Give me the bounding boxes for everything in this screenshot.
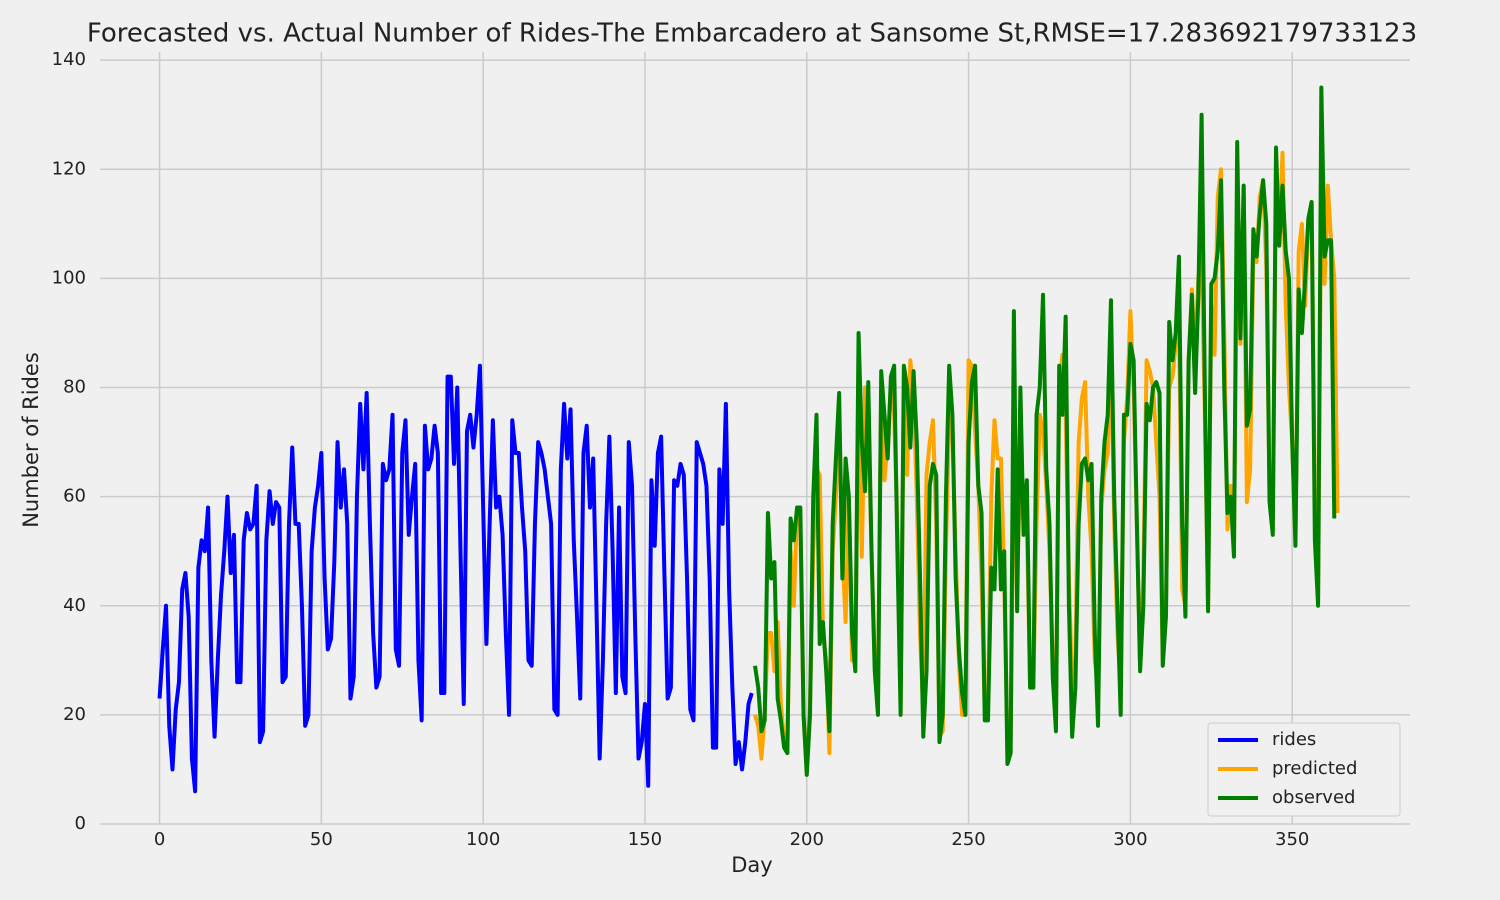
chart-title: Forecasted vs. Actual Number of Rides-Th… [87, 19, 1417, 49]
legend: rides predicted observed [1207, 722, 1401, 817]
y-axis-label: Number of Rides [19, 352, 43, 528]
x-tick-label: 350 [1275, 829, 1309, 850]
y-tick-label: 80 [63, 377, 86, 398]
grid: 0 50 100 150 200 250 300 350 0 20 40 60 80 100 120 140 [52, 49, 1410, 850]
legend-box [1207, 722, 1401, 817]
x-tick-label: 50 [310, 829, 333, 850]
y-tick-label: 100 [52, 267, 86, 288]
x-tick-label: 250 [951, 829, 985, 850]
legend-label: predicted [1272, 758, 1357, 779]
y-tick-label: 120 [52, 158, 86, 179]
y-tick-label: 140 [52, 49, 86, 70]
x-tick-label: 100 [466, 829, 500, 850]
legend-label: observed [1272, 787, 1355, 808]
y-tick-label: 20 [63, 704, 86, 725]
plot-lines [157, 85, 1340, 794]
legend-label: rides [1272, 729, 1316, 750]
x-axis-label: Day [731, 853, 772, 877]
y-tick-label: 0 [75, 813, 86, 834]
series-line [157, 363, 754, 794]
x-tick-label: 150 [628, 829, 662, 850]
y-tick-label: 60 [63, 486, 86, 507]
series-line [753, 85, 1337, 777]
x-tick-label: 0 [154, 829, 165, 850]
y-tick-label: 40 [63, 595, 86, 616]
x-tick-label: 300 [1113, 829, 1147, 850]
x-tick-label: 200 [790, 829, 824, 850]
